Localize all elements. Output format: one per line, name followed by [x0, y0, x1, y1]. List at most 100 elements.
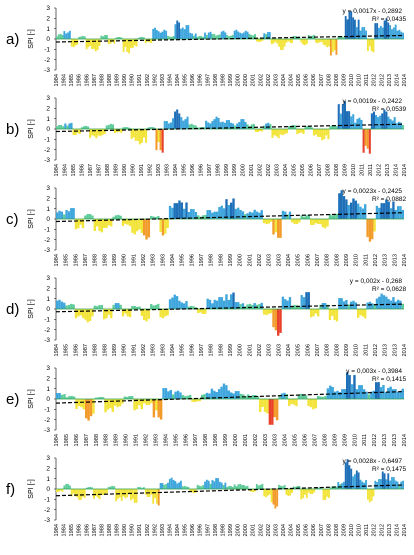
spi-bar: [326, 489, 329, 497]
y-tick-label: 1: [46, 386, 50, 393]
spi-bar: [211, 121, 214, 129]
trend-equation: y = 0,0017x - 0,2892: [343, 8, 403, 15]
spi-bar: [372, 111, 375, 129]
x-tick-label: 1995: [183, 524, 189, 536]
x-tick-label: 1984: [54, 164, 60, 176]
spi-bar: [200, 36, 203, 39]
spi-bar: [259, 39, 262, 42]
x-tick-label: 1991: [137, 524, 143, 536]
spi-bar: [194, 212, 198, 219]
spi-bar: [60, 125, 63, 129]
spi-bar: [354, 19, 356, 39]
x-tick-label: 2002: [266, 164, 272, 176]
spi-bar: [293, 304, 296, 309]
spi-bar: [371, 303, 374, 309]
spi-bar: [383, 473, 386, 489]
x-tick-label: 2003: [263, 434, 269, 446]
spi-bar: [294, 125, 297, 129]
spi-bar: [209, 483, 212, 489]
spi-bar: [312, 219, 315, 225]
spi-bar: [324, 396, 327, 399]
x-tick-label: 1985: [64, 254, 70, 266]
spi-bar: [355, 27, 358, 39]
x-tick-label: 1988: [107, 524, 113, 536]
spi-bar: [281, 129, 284, 136]
spi-bar: [283, 485, 286, 489]
x-tick-label: 2006: [305, 254, 311, 266]
x-tick-label: 1996: [189, 254, 195, 266]
spi-bar: [246, 485, 249, 489]
x-tick-label: 1993: [160, 74, 166, 86]
spi-bar: [230, 122, 233, 129]
spi-bar: [385, 18, 388, 39]
x-tick-label: 2014: [402, 74, 408, 86]
spi-bar: [155, 129, 158, 151]
x-tick-label: 1989: [112, 254, 118, 266]
spi-bar: [104, 35, 106, 39]
spi-bar: [317, 219, 320, 224]
x-tick-label: 1993: [164, 164, 170, 176]
spi-bar: [272, 219, 275, 235]
spi-bar: [268, 32, 271, 39]
spi-bar: [157, 129, 160, 143]
spi-bar: [333, 391, 337, 399]
spi-bar: [250, 489, 253, 492]
spi-bar: [373, 219, 376, 232]
spi-bar: [274, 489, 277, 509]
spi-bar: [164, 388, 168, 399]
x-tick-label: 1984: [54, 254, 60, 266]
spi-bar: [181, 27, 184, 39]
x-tick-label: 1990: [130, 74, 136, 86]
spi-bar: [237, 31, 240, 39]
spi-bar: [293, 219, 296, 224]
spi-bar: [300, 489, 303, 500]
spi-bar: [172, 479, 175, 489]
spi-bar: [89, 39, 92, 46]
spi-bar: [167, 482, 169, 489]
spi-bar: [366, 39, 369, 51]
spi-bar: [350, 116, 353, 129]
x-tick-label: 1990: [122, 254, 128, 266]
spi-bar: [376, 23, 379, 39]
spi-bar: [215, 35, 218, 39]
y-tick-label: 3: [46, 185, 50, 192]
spi-bar: [215, 478, 218, 489]
x-tick-label: 1990: [122, 74, 128, 86]
spi-bar: [335, 213, 339, 219]
x-tick-label: 2001: [243, 434, 249, 446]
spi-bar: [230, 486, 232, 489]
spi-bar: [309, 219, 313, 225]
spi-bar: [278, 39, 280, 47]
x-tick-label: 1988: [93, 344, 99, 356]
spi-bar: [114, 215, 118, 219]
spi-bar: [211, 479, 214, 489]
spi-bar: [107, 219, 111, 226]
spi-bar: [239, 209, 242, 219]
x-tick-label: 2000: [236, 524, 242, 536]
spi-bar: [101, 129, 104, 135]
spi-bar: [199, 309, 202, 313]
spi-bar: [346, 19, 349, 39]
x-tick-label: 2003: [267, 344, 273, 356]
spi-bar: [270, 39, 273, 45]
spi-bar: [192, 306, 195, 309]
spi-bar: [194, 33, 197, 39]
spi-bar: [147, 309, 151, 319]
x-tick-label: 1999: [228, 74, 234, 86]
x-tick-label: 1998: [218, 344, 224, 356]
spi-bar: [169, 122, 172, 129]
x-tick-label: 1998: [218, 254, 224, 266]
spi-bar: [213, 119, 216, 129]
spi-bar: [166, 309, 169, 316]
x-tick-label: 1989: [115, 74, 121, 86]
spi-bar: [76, 489, 79, 498]
spi-bar: [337, 104, 340, 129]
x-tick-label: 2012: [373, 344, 379, 356]
spi-bar: [227, 299, 230, 309]
spi-bar: [193, 399, 197, 403]
spi-bar: [341, 36, 343, 39]
x-tick-label: 2001: [251, 524, 257, 536]
spi-bar: [131, 39, 134, 48]
spi-bar: [143, 399, 146, 404]
spi-bar: [287, 39, 290, 42]
